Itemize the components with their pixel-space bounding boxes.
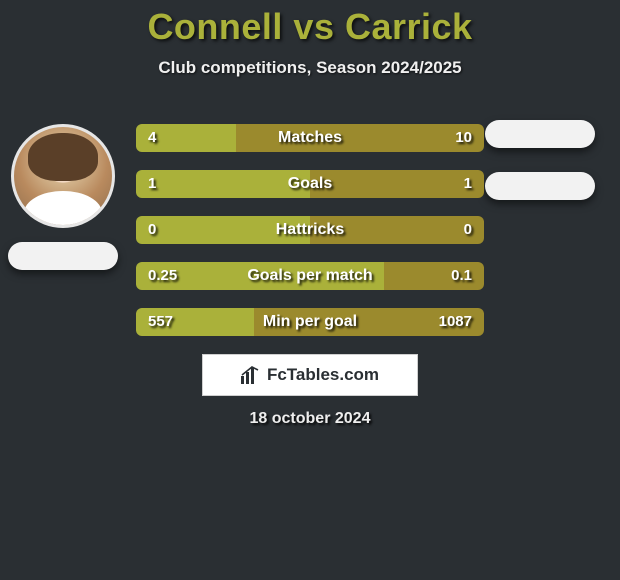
player-left-column <box>8 124 118 270</box>
bar-metric-label: Min per goal <box>136 308 484 336</box>
subtitle: Club competitions, Season 2024/2025 <box>0 58 620 78</box>
chart-icon <box>241 366 261 384</box>
bar-row: 410Matches <box>136 124 484 152</box>
player-right-name-chip-2 <box>485 172 595 200</box>
comparison-bars: 410Matches 11Goals 00Hattricks 0.250.1Goals… <box>136 124 484 354</box>
bar-row: 0.250.1Goals per match <box>136 262 484 290</box>
bar-row: 5571087Min per goal <box>136 308 484 336</box>
bar-row: 00Hattricks <box>136 216 484 244</box>
player-right-column <box>485 120 595 200</box>
bar-metric-label: Matches <box>136 124 484 152</box>
page-title: Connell vs Carrick <box>0 0 620 48</box>
bar-row: 11Goals <box>136 170 484 198</box>
bar-metric-label: Goals <box>136 170 484 198</box>
brand-box[interactable]: FcTables.com <box>202 354 418 396</box>
brand-text: FcTables.com <box>267 365 379 385</box>
bar-metric-label: Hattricks <box>136 216 484 244</box>
player-left-name-chip <box>8 242 118 270</box>
date-text: 18 october 2024 <box>0 410 620 428</box>
bar-metric-label: Goals per match <box>136 262 484 290</box>
player-right-name-chip-1 <box>485 120 595 148</box>
player-left-avatar <box>11 124 115 228</box>
